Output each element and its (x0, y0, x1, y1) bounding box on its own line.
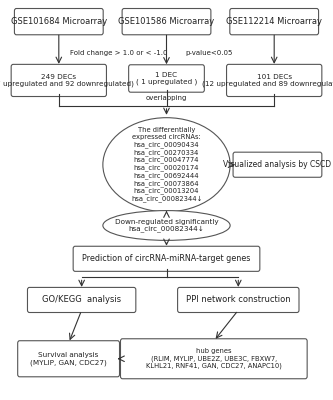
Ellipse shape (103, 118, 230, 212)
Text: 1 DEC
( 1 upregulated ): 1 DEC ( 1 upregulated ) (136, 72, 197, 85)
FancyBboxPatch shape (177, 288, 299, 312)
FancyBboxPatch shape (230, 8, 319, 35)
Text: Survival analysis
(MYLIP, GAN, CDC27): Survival analysis (MYLIP, GAN, CDC27) (30, 352, 107, 366)
Text: overlapping: overlapping (146, 95, 187, 101)
Text: GSE101684 Microarray: GSE101684 Microarray (11, 17, 107, 26)
FancyBboxPatch shape (28, 288, 136, 312)
FancyBboxPatch shape (18, 341, 120, 377)
Text: 101 DECs
(12 upregulated and 89 downregulated): 101 DECs (12 upregulated and 89 downregu… (201, 74, 333, 87)
FancyBboxPatch shape (129, 65, 204, 92)
Text: Visualized analysis by CSCD: Visualized analysis by CSCD (223, 160, 332, 169)
Text: GSE101586 Microarray: GSE101586 Microarray (118, 17, 215, 26)
FancyBboxPatch shape (122, 8, 211, 35)
FancyBboxPatch shape (73, 246, 260, 271)
Text: hub genes
(RLIM, MYLIP, UBE2Z, UBE3C, FBXW7,
KLHL21, RNF41, GAN, CDC27, ANAPC10): hub genes (RLIM, MYLIP, UBE2Z, UBE3C, FB… (146, 348, 282, 369)
Text: The differentially
expressed circRNAs:
hsa_circ_00090434
hsa_circ_00270334
hsa_c: The differentially expressed circRNAs: h… (131, 127, 202, 202)
FancyBboxPatch shape (121, 339, 307, 379)
FancyBboxPatch shape (14, 8, 103, 35)
Text: p-value<0.05: p-value<0.05 (185, 50, 233, 56)
FancyBboxPatch shape (226, 64, 322, 96)
Text: Down-regulated significantly
hsa_circ_00082344↓: Down-regulated significantly hsa_circ_00… (115, 218, 218, 232)
Text: Prediction of circRNA-miRNA-target genes: Prediction of circRNA-miRNA-target genes (82, 254, 251, 263)
Ellipse shape (103, 210, 230, 240)
FancyBboxPatch shape (233, 152, 322, 177)
Text: PPI network construction: PPI network construction (186, 296, 291, 304)
Text: GSE112214 Microarray: GSE112214 Microarray (226, 17, 322, 26)
Text: 249 DECs
(157 upregulated and 92 downregulated): 249 DECs (157 upregulated and 92 downreg… (0, 74, 134, 87)
FancyBboxPatch shape (11, 64, 107, 96)
Text: Fold change > 1.0 or < -1.0: Fold change > 1.0 or < -1.0 (71, 50, 168, 56)
Text: GO/KEGG  analysis: GO/KEGG analysis (42, 296, 121, 304)
